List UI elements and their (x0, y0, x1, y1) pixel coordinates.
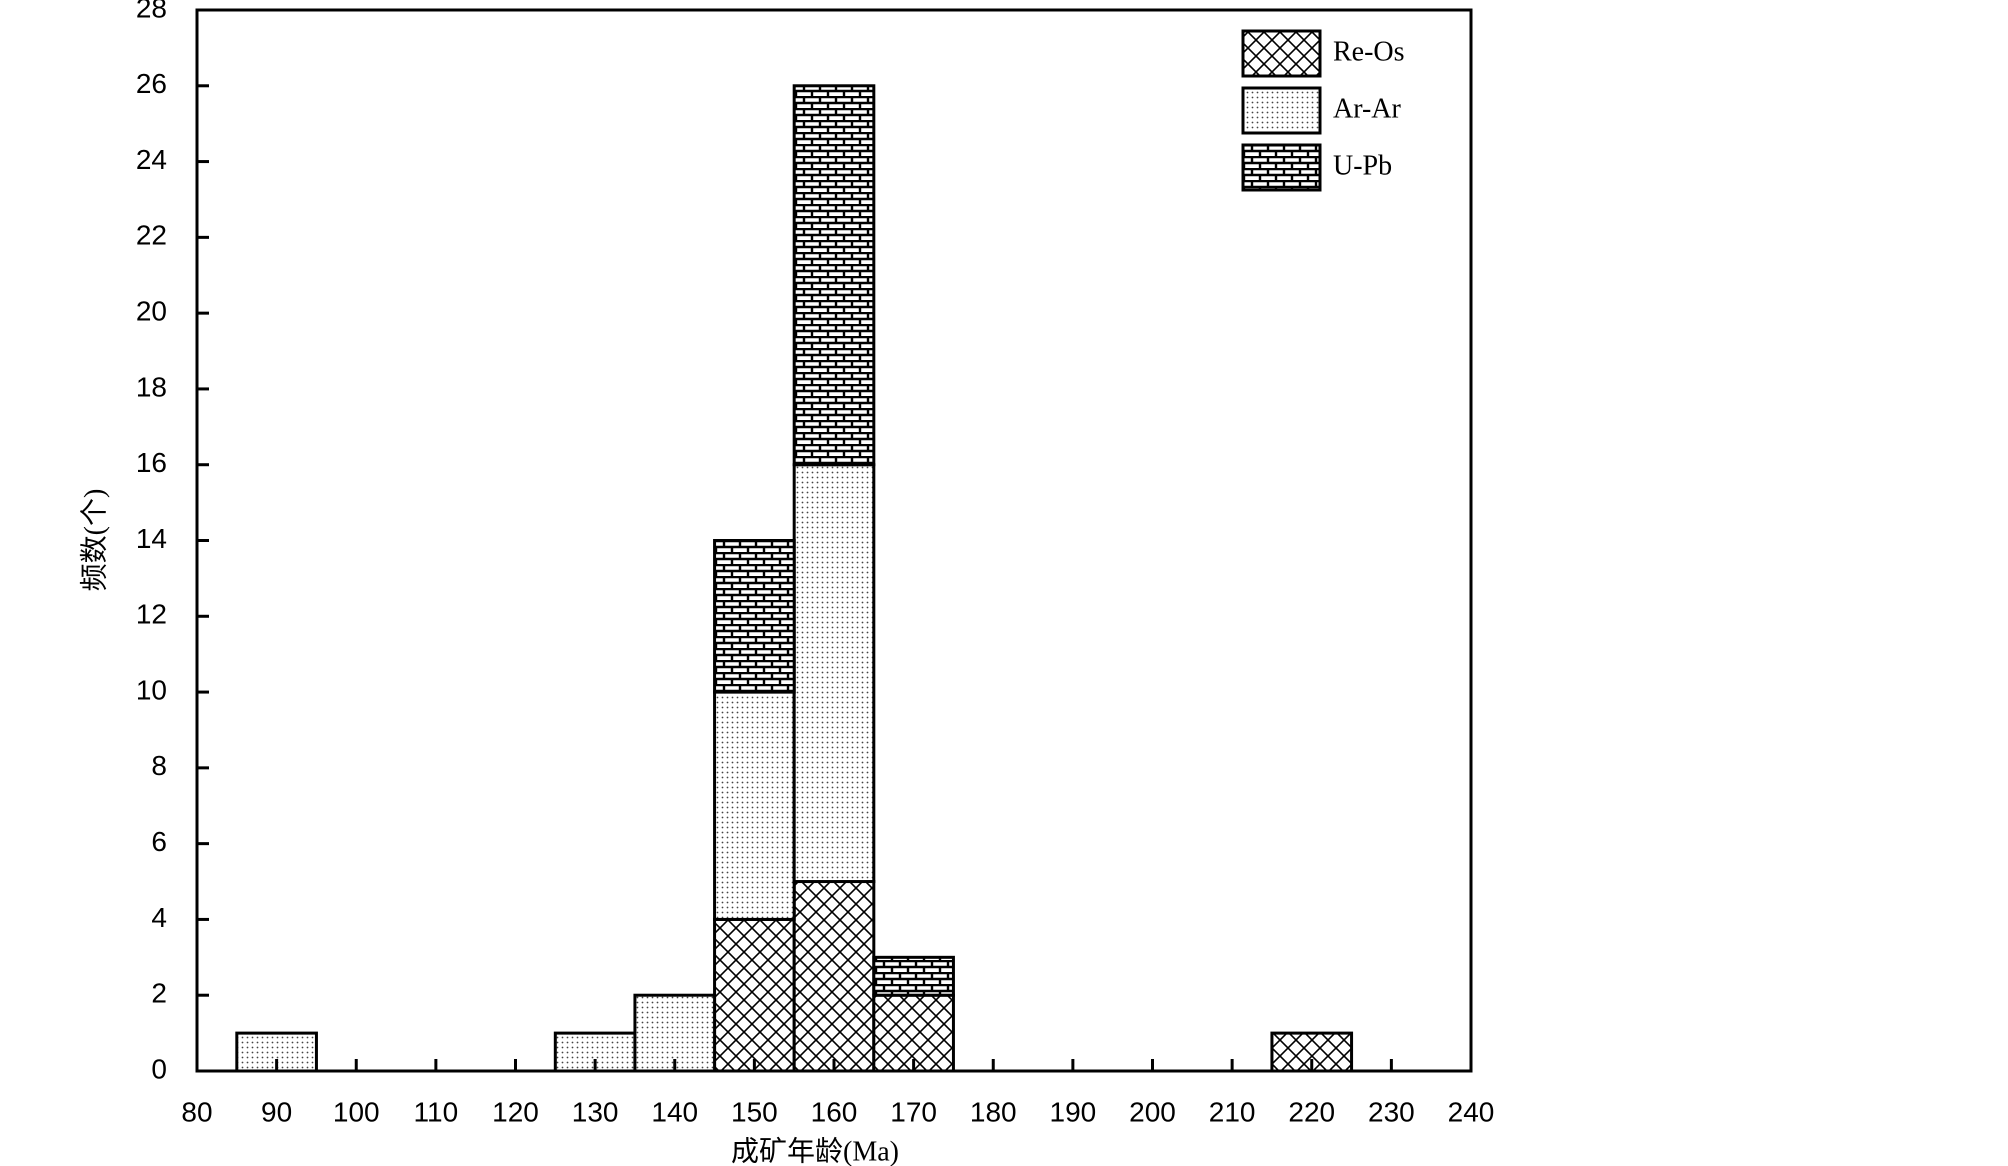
bar-segment (713, 917, 796, 1073)
x-tick-label: 110 (414, 1096, 459, 1127)
x-axis-label: 成矿年龄(Ma) (731, 1135, 899, 1166)
x-tick-label: 200 (1129, 1096, 1176, 1127)
y-tick-label: 6 (151, 826, 167, 857)
legend-label: Ar-Ar (1333, 93, 1402, 124)
x-tick-label: 90 (261, 1096, 292, 1127)
bar-segment (713, 539, 796, 694)
y-tick-label: 16 (136, 447, 167, 478)
x-tick-label: 140 (651, 1096, 698, 1127)
legend-swatch (1241, 86, 1322, 135)
y-tick-label: 18 (136, 371, 167, 402)
x-tick-label: 240 (1448, 1096, 1495, 1127)
x-tick-label: 150 (731, 1096, 778, 1127)
x-tick-label: 230 (1368, 1096, 1415, 1127)
x-tick-label: 100 (333, 1096, 380, 1127)
y-tick-label: 14 (136, 523, 167, 554)
y-tick-label: 28 (136, 0, 167, 23)
bar-segment (713, 690, 796, 921)
bar-segment (792, 880, 876, 1073)
y-tick-label: 12 (136, 599, 167, 630)
legend-label: Re-Os (1333, 36, 1405, 67)
y-tick-label: 8 (151, 750, 167, 781)
x-tick-label: 170 (890, 1096, 937, 1127)
legend-swatch (1241, 29, 1322, 78)
x-tick-label: 130 (572, 1096, 619, 1127)
x-tick-label: 160 (811, 1096, 858, 1127)
y-tick-label: 4 (151, 902, 167, 933)
x-tick-label: 220 (1288, 1096, 1335, 1127)
bar-segment (872, 955, 955, 997)
x-tick-label: 190 (1050, 1096, 1097, 1127)
y-tick-label: 22 (136, 220, 167, 251)
y-axis-label: 频数(个) (78, 489, 110, 592)
y-tick-label: 24 (136, 144, 167, 175)
x-tick-label: 180 (970, 1096, 1017, 1127)
bar-segment (792, 463, 876, 884)
y-tick-label: 20 (136, 296, 167, 327)
y-tick-label: 0 (151, 1053, 167, 1084)
x-tick-label: 120 (492, 1096, 539, 1127)
y-tick-label: 2 (151, 978, 167, 1009)
legend-label: U-Pb (1333, 150, 1392, 181)
y-tick-label: 26 (136, 68, 167, 99)
y-tick-label: 10 (136, 674, 167, 705)
x-tick-label: 80 (181, 1096, 212, 1127)
legend-swatch (1241, 143, 1322, 192)
bar-segment (792, 84, 876, 467)
x-tick-label: 210 (1209, 1096, 1256, 1127)
